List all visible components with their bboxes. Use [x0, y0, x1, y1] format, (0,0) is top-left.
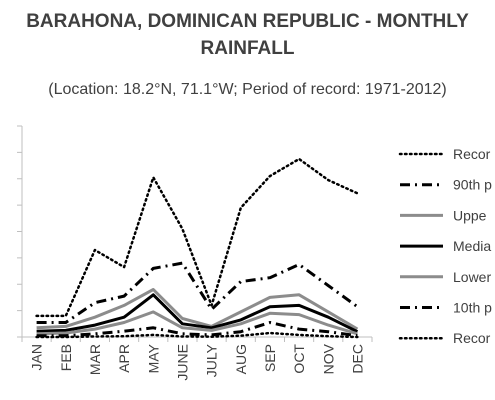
series-line-1	[35, 157, 359, 318]
series-line-6	[36, 321, 358, 338]
series-layer	[35, 157, 359, 339]
x-tick-label-may: MAY	[145, 343, 161, 373]
legend: Recor 90th p Uppe Media Lower 10th p Recor	[398, 146, 492, 346]
chart-title: BARAHONA, DOMINICAN REPUBLIC - MONTHLY R…	[0, 8, 495, 62]
legend-label-6: 10th p	[453, 300, 492, 316]
legend-label-4: Media	[453, 238, 491, 254]
legend-label-1: Recor	[453, 146, 491, 162]
x-tick-label-jan: JAN	[29, 344, 45, 370]
series-line-7	[35, 331, 359, 339]
chart-title-line-1: BARAHONA, DOMINICAN REPUBLIC - MONTHLY	[26, 11, 469, 32]
series-line-5	[36, 310, 358, 336]
x-tick-label-sep: SEP	[262, 344, 278, 372]
x-tick-label-feb: FEB	[58, 344, 74, 371]
x-tick-label-aug: AUG	[233, 344, 249, 374]
x-tick-label-oct: OCT	[291, 344, 307, 374]
x-tick-labels: JAN FEB MAR APR MAY JUNE JULY AUG SEP OCT NOV DEC	[29, 343, 366, 380]
x-tick-label-nov: NOV	[320, 343, 336, 374]
x-tick-label-mar: MAR	[87, 344, 103, 375]
x-tick-label-july: JULY	[204, 343, 220, 377]
x-tick-label-dec: DEC	[349, 344, 365, 374]
series-line-2	[36, 261, 359, 324]
chart-title-line-2: RAINFALL	[200, 38, 295, 59]
chart-subtitle: (Location: 18.2°N, 71.1°W; Period of rec…	[48, 81, 447, 98]
series-line-4	[36, 293, 359, 334]
legend-label-3: Uppe	[453, 207, 487, 223]
legend-label-5: Lower	[453, 269, 491, 285]
axes-layer	[17, 125, 373, 342]
series-line-3	[36, 288, 359, 331]
x-tick-label-apr: APR	[116, 344, 132, 373]
legend-label-7: Recor	[453, 330, 491, 346]
legend-label-2: 90th p	[453, 177, 492, 193]
x-tick-label-june: JUNE	[174, 344, 190, 381]
